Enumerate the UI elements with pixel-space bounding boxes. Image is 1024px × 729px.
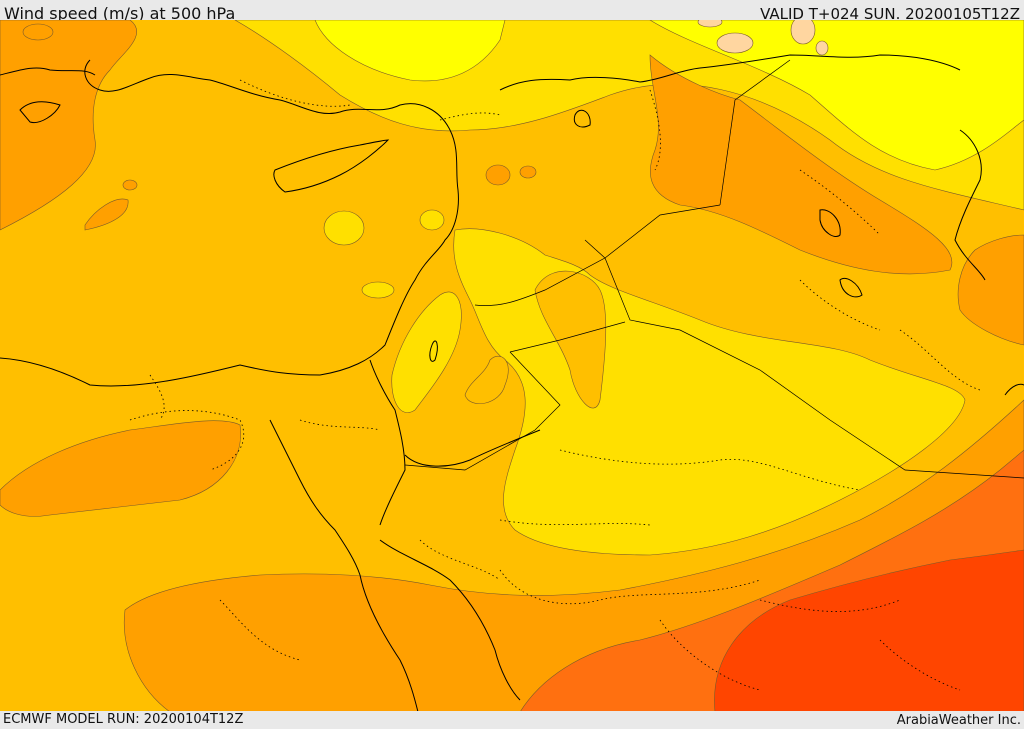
peach-spot-4	[697, 20, 723, 28]
orange-intrusion	[534, 270, 607, 409]
map-canvas	[0, 20, 1024, 712]
borders	[404, 59, 1024, 479]
band-red	[714, 549, 1024, 712]
orange-spot-syria-1	[485, 164, 511, 186]
orange-spot-mediterranean	[84, 198, 129, 231]
band-orange-iraq	[649, 54, 953, 275]
orange-spot-syria-2	[519, 165, 537, 179]
peach-spot-1	[716, 32, 754, 54]
internal-boundaries	[129, 79, 981, 691]
orange-intrusion-2	[464, 355, 509, 404]
peach-spot-2	[790, 20, 816, 45]
yellow-spot-levant-1	[323, 210, 365, 246]
band-light-yellow-northeast	[649, 20, 1024, 171]
yellow-spot-levant-3	[361, 281, 395, 299]
credit-label: ArabiaWeather Inc.	[896, 713, 1021, 728]
map-title: Wind speed (m/s) at 500 hPa	[4, 4, 236, 23]
yellow-spot-levant-2	[419, 209, 445, 231]
orange-spot-aegean	[22, 23, 54, 41]
band-yellow-valley	[391, 291, 462, 413]
coastlines	[0, 54, 1024, 712]
model-run-label: ECMWF MODEL RUN: 20200104T12Z	[3, 712, 244, 727]
band-light-yellow-north	[314, 20, 506, 82]
peach-spot-3	[815, 40, 829, 56]
band-orange-egypt	[0, 420, 241, 517]
wind-speed-map	[0, 20, 1024, 712]
bottom-bar	[0, 711, 1024, 729]
band-dark-orange-east	[957, 234, 1024, 346]
valid-time: VALID T+024 SUN. 20200105T12Z	[760, 5, 1020, 23]
orange-spot-small	[122, 179, 138, 191]
top-bar	[0, 0, 1024, 21]
band-orange-northwest	[0, 20, 137, 231]
